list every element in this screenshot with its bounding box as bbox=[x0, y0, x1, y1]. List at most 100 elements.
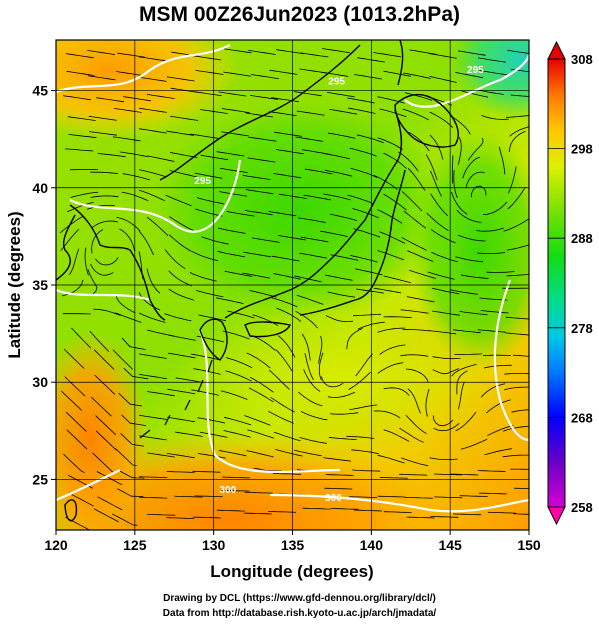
streamline bbox=[407, 168, 426, 191]
streamline bbox=[353, 509, 383, 512]
streamline bbox=[248, 136, 277, 142]
streamline bbox=[513, 487, 529, 490]
streamline bbox=[318, 352, 324, 381]
streamline bbox=[111, 513, 138, 526]
y-tick-label: 45 bbox=[32, 83, 48, 99]
streamline bbox=[227, 310, 255, 319]
streamline bbox=[478, 492, 507, 495]
streamline bbox=[487, 511, 516, 514]
streamline bbox=[481, 115, 509, 120]
streamline bbox=[247, 50, 276, 55]
contour-label: 295 bbox=[467, 65, 484, 76]
streamline bbox=[510, 94, 529, 97]
streamline bbox=[327, 132, 356, 139]
streamline bbox=[273, 173, 302, 179]
streamline bbox=[383, 316, 412, 319]
streamline bbox=[247, 429, 275, 439]
streamline bbox=[451, 364, 477, 377]
longitude-ticks: 120 125 130 135 140 145 150 bbox=[44, 530, 541, 553]
streamline bbox=[425, 389, 430, 417]
streamline bbox=[97, 153, 126, 158]
streamline bbox=[196, 290, 224, 298]
streamline bbox=[243, 251, 271, 258]
streamline bbox=[407, 388, 421, 414]
streamline bbox=[244, 491, 273, 494]
streamline bbox=[63, 453, 85, 473]
streamline bbox=[275, 349, 293, 372]
streamline bbox=[223, 71, 251, 77]
streamline bbox=[250, 95, 278, 100]
streamline bbox=[321, 376, 344, 388]
streamline bbox=[377, 327, 406, 333]
streamline bbox=[61, 279, 84, 297]
ryukyu-islands bbox=[139, 359, 213, 439]
streamline bbox=[456, 209, 482, 223]
streamline bbox=[349, 496, 378, 498]
streamline bbox=[119, 151, 148, 157]
streamline bbox=[433, 473, 463, 476]
streamline bbox=[71, 327, 92, 349]
streamline bbox=[146, 94, 175, 99]
streamline bbox=[355, 353, 373, 377]
streamline bbox=[455, 411, 477, 432]
streamline bbox=[274, 131, 303, 137]
colorbar-tick-label: 278 bbox=[571, 321, 593, 336]
streamline bbox=[251, 74, 279, 80]
x-tick-label: 130 bbox=[202, 537, 226, 553]
streamline bbox=[329, 213, 358, 221]
streamline bbox=[511, 409, 529, 413]
streamline bbox=[116, 216, 141, 232]
streamline bbox=[194, 172, 223, 179]
streamline bbox=[425, 154, 438, 181]
streamline bbox=[93, 349, 115, 370]
streamline bbox=[330, 412, 359, 415]
streamline bbox=[460, 274, 489, 279]
streamline bbox=[268, 211, 297, 217]
streamline bbox=[271, 255, 300, 262]
streamline bbox=[456, 370, 468, 395]
streamline bbox=[94, 257, 119, 266]
streamline bbox=[352, 469, 381, 472]
streamline bbox=[299, 252, 328, 259]
streamline bbox=[146, 155, 175, 162]
streamline bbox=[502, 454, 529, 458]
streamline bbox=[356, 288, 384, 294]
streamline bbox=[352, 208, 379, 219]
streamline bbox=[458, 50, 486, 56]
streamline bbox=[67, 116, 96, 121]
colorbar-body bbox=[547, 58, 566, 508]
streamline bbox=[87, 75, 116, 81]
streamline bbox=[139, 476, 168, 478]
streamline bbox=[192, 516, 221, 519]
streamline bbox=[459, 311, 488, 316]
streamline bbox=[115, 448, 137, 466]
streamline bbox=[354, 74, 382, 80]
streamline bbox=[89, 131, 118, 136]
streamline bbox=[119, 228, 136, 252]
isotherm-contours bbox=[56, 44, 529, 513]
streamline bbox=[322, 48, 350, 54]
streamline bbox=[273, 431, 301, 442]
streamline bbox=[377, 362, 404, 374]
streamline bbox=[249, 376, 274, 393]
streamline bbox=[167, 388, 196, 395]
streamline bbox=[87, 269, 98, 295]
streamline bbox=[407, 250, 434, 262]
hokkaido-coast bbox=[394, 93, 459, 148]
streamline bbox=[379, 477, 408, 479]
contour-line bbox=[56, 469, 121, 502]
streamline bbox=[138, 169, 167, 178]
streamline bbox=[117, 488, 144, 497]
streamline bbox=[167, 416, 196, 423]
streamline bbox=[451, 191, 468, 215]
streamline bbox=[221, 108, 250, 114]
streamline bbox=[117, 52, 146, 58]
streamline bbox=[320, 71, 349, 77]
streamline bbox=[451, 155, 454, 184]
streamline bbox=[224, 416, 252, 426]
streamline bbox=[350, 255, 378, 263]
y-tick-label: 35 bbox=[32, 277, 48, 293]
streamline bbox=[406, 296, 435, 303]
streamline bbox=[113, 108, 142, 113]
streamline bbox=[304, 353, 314, 381]
